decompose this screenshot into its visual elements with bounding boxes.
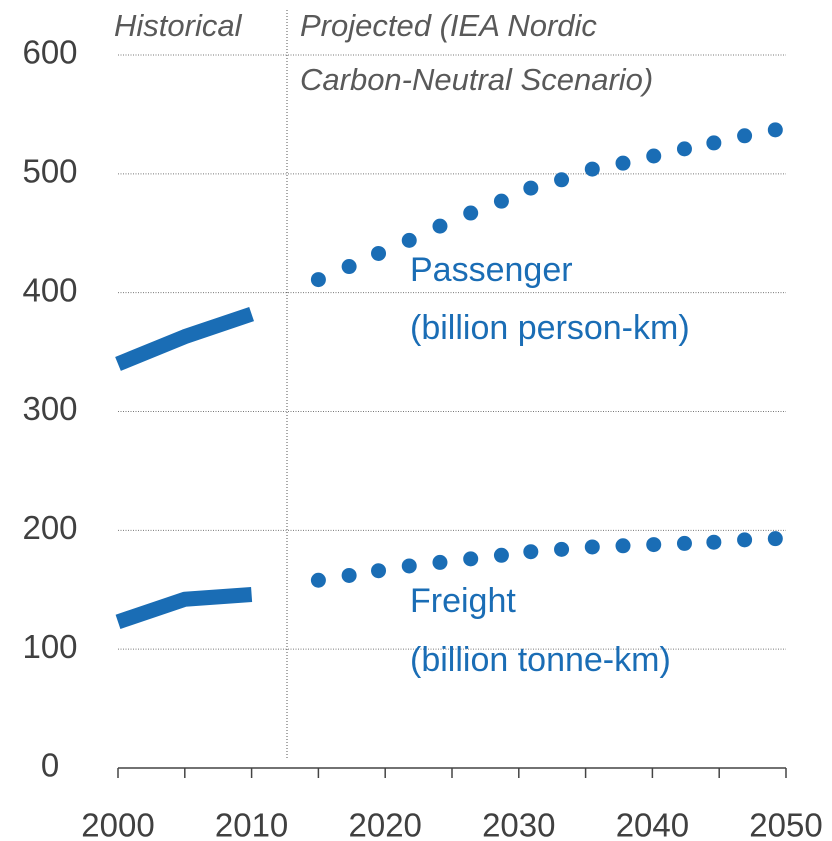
projected-dot	[463, 551, 479, 567]
projected-dot	[676, 535, 692, 551]
projected-dot	[646, 537, 662, 553]
series-label: (billion tonne-km)	[410, 641, 671, 679]
annotation-projected: Projected (IEA Nordic	[300, 8, 597, 43]
projected-dot	[493, 193, 509, 209]
y-tick-label: 400	[22, 271, 77, 308]
x-tick-label: 2010	[215, 807, 288, 841]
projected-dot	[737, 532, 753, 548]
y-tick-label: 100	[22, 628, 77, 665]
x-tick-label: 2050	[749, 807, 822, 841]
annotation-projected: Carbon-Neutral Scenario)	[300, 62, 653, 97]
y-tick-label: 600	[22, 34, 77, 71]
x-tick-label: 2030	[482, 807, 555, 841]
projected-dot	[646, 148, 662, 164]
series-label: Freight	[410, 582, 516, 620]
projected-dot	[401, 232, 417, 248]
projected-dot	[371, 245, 387, 261]
projected-dot	[401, 558, 417, 574]
projected-dot	[767, 531, 783, 547]
annotation-historical: Historical	[114, 8, 243, 43]
projected-dot	[584, 161, 600, 177]
y-tick-label: 0	[41, 747, 59, 784]
projected-dot	[706, 135, 722, 151]
x-tick-label: 2020	[348, 807, 421, 841]
series-label: Passenger	[410, 251, 573, 289]
y-tick-label: 500	[22, 153, 77, 190]
projected-dot	[493, 547, 509, 563]
projected-dot	[463, 205, 479, 221]
projected-dot	[310, 572, 326, 588]
x-tick-label: 2040	[616, 807, 689, 841]
x-tick-label: 2000	[81, 807, 154, 841]
projected-dot	[676, 141, 692, 157]
projected-dot	[341, 567, 357, 583]
projected-dot	[523, 544, 539, 560]
projected-dot	[615, 538, 631, 554]
projected-dot	[554, 172, 570, 188]
projected-dot	[523, 180, 539, 196]
y-tick-label: 300	[22, 390, 77, 427]
historical-line	[115, 306, 255, 371]
projected-dot	[371, 563, 387, 579]
historical-line	[115, 587, 253, 629]
projected-dot	[584, 539, 600, 555]
projected-dot	[432, 218, 448, 234]
projected-dot	[432, 554, 448, 570]
projected-dot	[341, 259, 357, 275]
projected-dot	[706, 534, 722, 550]
projected-dot	[767, 122, 783, 138]
projected-dot	[554, 541, 570, 557]
y-tick-label: 200	[22, 509, 77, 546]
projected-dot	[615, 155, 631, 171]
series-label: (billion person-km)	[410, 309, 690, 347]
projected-dot	[310, 272, 326, 288]
projected-dot	[737, 128, 753, 144]
